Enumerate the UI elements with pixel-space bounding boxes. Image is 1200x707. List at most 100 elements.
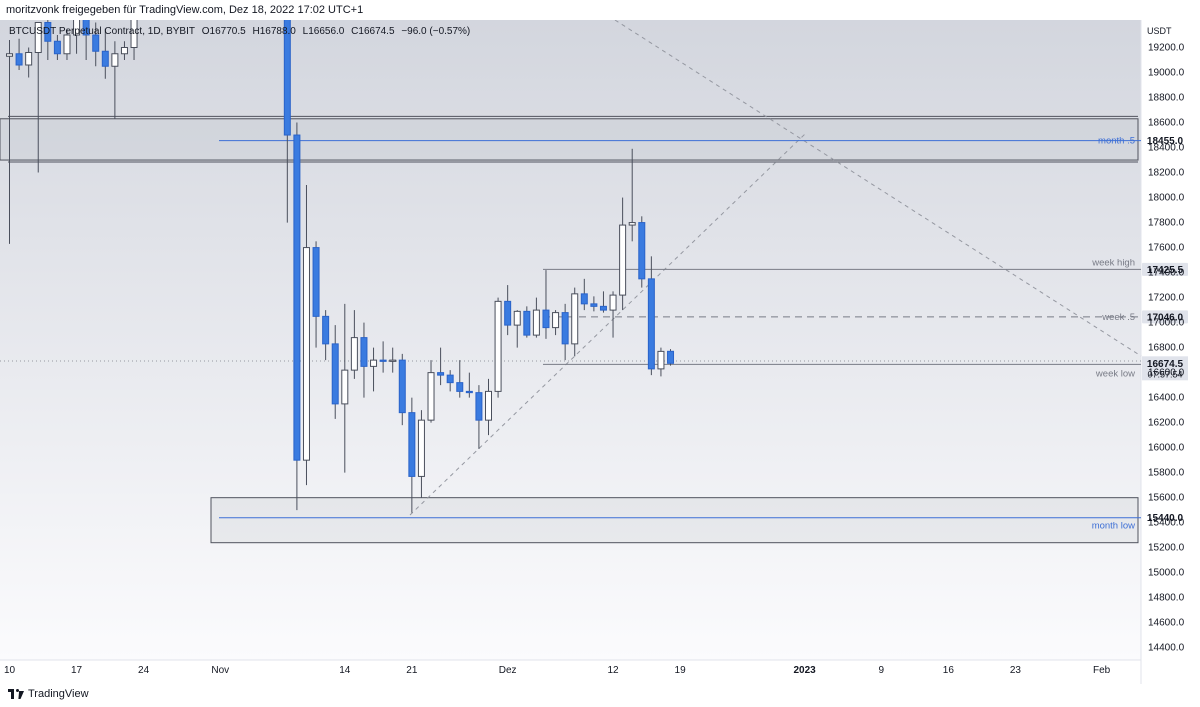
candle-body <box>302 247 310 461</box>
share-header: moritzvonk freigegeben für TradingView.c… <box>0 0 1200 20</box>
candle-body <box>408 412 416 477</box>
price-tick-label: 18200.0 <box>1148 168 1185 179</box>
candle <box>504 285 512 336</box>
level-label: week .5 <box>1101 312 1135 323</box>
level-price-text: 17425.5 <box>1147 265 1184 276</box>
candle <box>523 306 531 338</box>
price-tick-label: 16000.0 <box>1148 443 1185 454</box>
countdown-text: 07:57:54 <box>1147 369 1182 379</box>
candle <box>53 34 61 61</box>
tradingview-brand: TradingView <box>28 688 89 700</box>
time-tick-label: 2023 <box>794 665 817 676</box>
candle <box>599 291 607 313</box>
candle-body <box>120 47 128 55</box>
candle-body <box>532 309 540 336</box>
candle <box>494 297 502 398</box>
legend-change: −96.0 (−0.57%) <box>401 26 471 37</box>
candle-body <box>667 350 675 364</box>
price-axis[interactable]: 19200.0 19000.0 18800.0 18600.0 18400.0 18200… <box>1148 43 1185 654</box>
level-label: month .5 <box>1098 136 1135 147</box>
candle <box>63 28 71 61</box>
time-tick-label: 10 <box>4 665 16 676</box>
candle <box>427 360 435 423</box>
candle-body <box>485 390 492 421</box>
candle-body <box>341 369 349 405</box>
candle <box>580 278 588 311</box>
symbol-legend[interactable]: BTCUSDT Perpetual Contract, 1D, BYBIT O1… <box>9 26 474 37</box>
candle-body <box>580 293 588 305</box>
tradingview-logo-icon <box>8 689 24 699</box>
price-tick-label: 17800.0 <box>1148 218 1185 229</box>
candle <box>456 360 464 398</box>
time-tick-label: 21 <box>406 665 418 676</box>
candle-body <box>513 310 521 326</box>
time-tick-label: Dez <box>499 665 517 676</box>
candle <box>341 303 349 473</box>
candle-body <box>647 278 655 370</box>
tradingview-logo[interactable]: TradingView <box>8 688 89 700</box>
candle <box>609 291 617 338</box>
level-price-text: 18455.0 <box>1147 136 1184 147</box>
zone-box <box>210 497 1139 544</box>
candle <box>283 0 291 223</box>
candle-body <box>379 359 387 362</box>
candle-body <box>63 34 71 55</box>
price-tick-label: 18800.0 <box>1148 93 1185 104</box>
price-tick-label: 17600.0 <box>1148 243 1185 254</box>
share-text: moritzvonk freigegeben für TradingView.c… <box>6 4 364 16</box>
price-tick-label: 15200.0 <box>1148 543 1185 554</box>
candle <box>379 341 387 373</box>
price-tick-label: 17000.0 <box>1148 318 1185 329</box>
candle-body <box>350 337 358 371</box>
level-price-tag <box>1142 511 1188 525</box>
candle <box>628 148 636 242</box>
candle-body <box>475 392 483 421</box>
time-tick-label: 19 <box>675 665 687 676</box>
candle-body <box>293 134 301 461</box>
candle <box>6 39 13 244</box>
candle <box>120 41 128 61</box>
plot-background <box>0 20 1141 660</box>
legend-symbol[interactable]: BTCUSDT Perpetual Contract, 1D, BYBIT <box>9 26 195 37</box>
level-price-tag <box>1142 134 1188 148</box>
candle <box>446 370 454 392</box>
candle-body <box>101 50 109 67</box>
candle <box>331 325 339 419</box>
candle <box>350 310 358 379</box>
candles-layer <box>6 0 675 513</box>
candle <box>571 287 579 357</box>
candle-body <box>552 312 560 329</box>
price-tick-label: 16800.0 <box>1148 343 1185 354</box>
candle <box>437 347 445 386</box>
level-label: week low <box>1095 368 1135 379</box>
candle-body <box>44 21 52 42</box>
candle-body <box>53 40 61 55</box>
currency-label: USDT <box>1147 26 1172 36</box>
candle <box>389 347 397 373</box>
time-tick-label: 9 <box>878 665 884 676</box>
candle-body <box>590 303 598 307</box>
candle-body <box>599 305 607 311</box>
footer-bar: TradingView <box>0 684 1200 707</box>
candle <box>485 378 492 436</box>
time-tick-label: 24 <box>138 665 150 676</box>
candle <box>101 28 109 79</box>
time-axis[interactable]: 10 17 24 Nov 14 21 Dez 12 19 2023 9 16 23 Feb <box>4 665 1111 676</box>
price-tick-label: 16400.0 <box>1148 393 1185 404</box>
candle <box>619 197 627 311</box>
candle <box>465 372 473 398</box>
candle <box>370 347 378 392</box>
candle-body <box>111 53 119 67</box>
candle-body <box>542 309 550 329</box>
legend-low: L16656.0 <box>302 26 345 37</box>
candle-body <box>504 300 512 326</box>
price-tick-label: 15800.0 <box>1148 468 1185 479</box>
time-tick-label: 12 <box>607 665 619 676</box>
candle <box>657 347 665 377</box>
price-tick-label: 15600.0 <box>1148 493 1185 504</box>
price-tick-label: 19000.0 <box>1148 68 1185 79</box>
candle-body <box>561 312 569 345</box>
legend-high: H16788.0 <box>252 26 296 37</box>
candle-body <box>370 359 378 367</box>
